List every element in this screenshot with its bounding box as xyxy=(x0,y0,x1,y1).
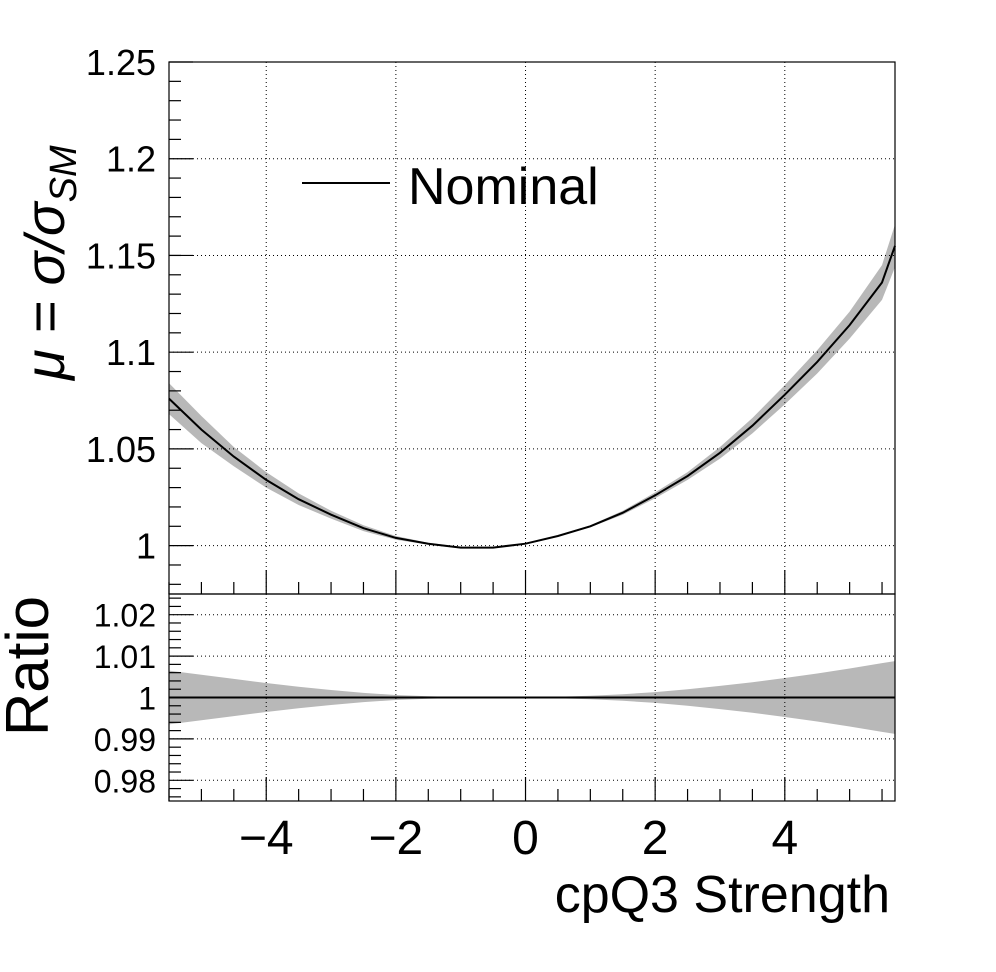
main-ytick-label-2: 1.1 xyxy=(106,332,156,373)
xtick-label-1: −2 xyxy=(369,812,424,865)
xtick-label-4: 4 xyxy=(771,812,798,865)
main-ticks xyxy=(168,61,883,594)
xtick-label-0: −4 xyxy=(239,812,294,865)
ratio-ytick-label-0: 0.98 xyxy=(94,763,156,799)
xtick-labels: −4 −2 0 2 4 xyxy=(239,812,798,865)
ratio-ytick-labels: 0.98 0.99 1 1.01 1.02 xyxy=(94,598,156,800)
ratio-ytick-label-4: 1.02 xyxy=(94,598,156,634)
ratio-panel: 0.98 0.99 1 1.01 1.02 −4 −2 0 2 4 xyxy=(94,593,896,865)
xtick-label-3: 2 xyxy=(642,812,669,865)
ratio-ytick-label-2: 1 xyxy=(138,681,156,717)
legend: Nominal xyxy=(302,158,599,216)
x-axis-label: cpQ3 Strength xyxy=(555,866,890,924)
main-ytick-label-0: 1 xyxy=(136,526,156,567)
ratio-ticks xyxy=(168,597,883,801)
main-ytick-label-4: 1.2 xyxy=(106,139,156,180)
ratio-ytick-label-1: 0.99 xyxy=(94,722,156,758)
ratio-frame xyxy=(168,593,896,802)
main-panel: 1 1.05 1.1 1.15 1.2 1.25 xyxy=(86,42,896,595)
main-ylabel-main: μ = σ/σ xyxy=(13,200,76,382)
ratio-ytick-label-3: 1.01 xyxy=(94,639,156,675)
legend-label-nominal: Nominal xyxy=(408,158,599,216)
main-ylabel: μ = σ/σSM xyxy=(13,145,85,382)
main-nominal-curve xyxy=(168,245,896,549)
main-ytick-labels: 1 1.05 1.1 1.15 1.2 1.25 xyxy=(86,42,156,567)
main-ylabel-text: μ = σ/σSM xyxy=(13,145,85,382)
main-ytick-label-3: 1.15 xyxy=(86,235,156,276)
ratio-ylabel: Ratio xyxy=(0,596,61,736)
main-curve-line xyxy=(168,245,896,549)
xtick-label-2: 0 xyxy=(512,812,539,865)
main-ylabel-sub: SM xyxy=(43,145,85,202)
main-ytick-label-5: 1.25 xyxy=(86,42,156,83)
main-ytick-label-1: 1.05 xyxy=(86,429,156,470)
